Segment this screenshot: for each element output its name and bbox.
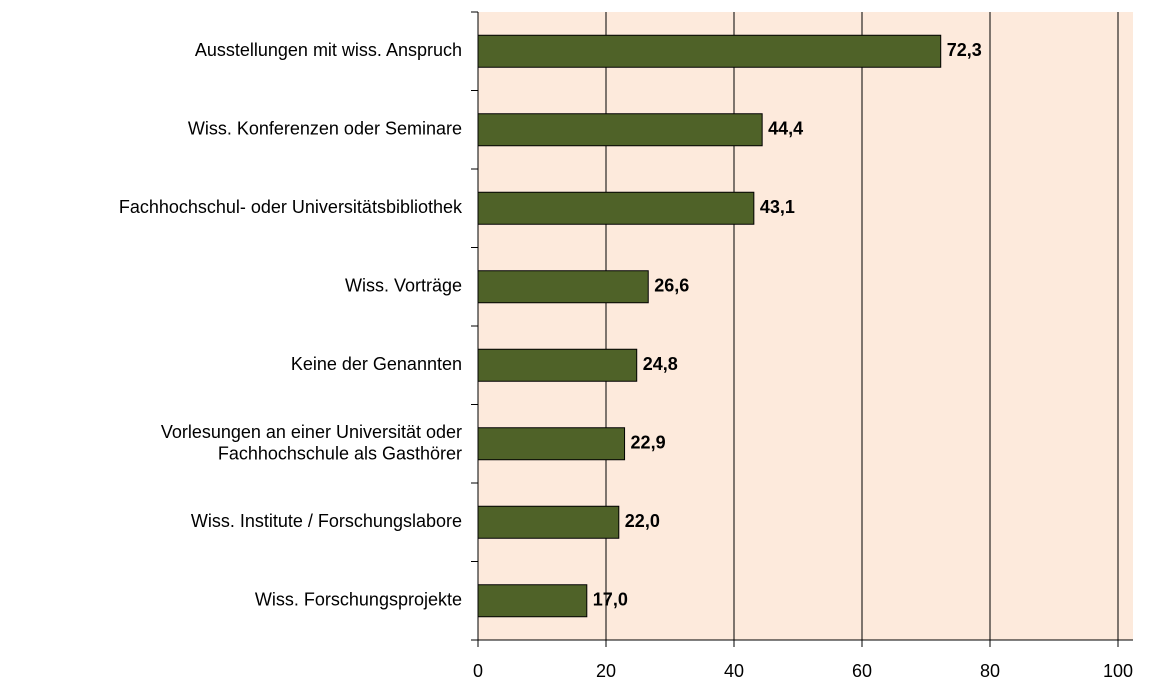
bar [477,584,588,618]
bar [477,191,755,225]
x-tick-label: 20 [596,661,616,681]
bar [477,348,638,382]
value-label: 43,1 [760,197,795,217]
value-label: 72,3 [947,40,982,60]
y-tick-label: Vorlesungen an einer Universität oder Fac… [161,422,462,464]
bar [477,34,942,68]
y-tick-label: Wiss. Vorträge [345,276,462,296]
y-tick-label: Wiss. Institute / Forschungslabore [191,511,462,531]
x-tick-label: 80 [980,661,1000,681]
y-tick-label: Fachhochschul- oder Universitätsbiblioth… [119,197,463,217]
value-label: 26,6 [654,276,689,296]
bar [477,505,620,539]
value-label: 44,4 [768,119,803,139]
x-tick-label: 100 [1103,661,1133,681]
bar [477,270,649,304]
y-tick-label: Ausstellungen mit wiss. Anspruch [195,40,462,60]
y-tick-label: Wiss. Forschungsprojekte [255,590,462,610]
value-label: 22,9 [631,433,666,453]
y-tick-label: Keine der Genannten [291,354,462,374]
y-tick-label: Wiss. Konferenzen oder Seminare [188,119,462,139]
value-label: 22,0 [625,511,660,531]
bar [477,113,763,147]
plot-area [478,12,1133,640]
bar [477,427,626,461]
x-tick-label: 40 [724,661,744,681]
value-label: 17,0 [593,590,628,610]
x-tick-label: 0 [473,661,483,681]
x-tick-label: 60 [852,661,872,681]
value-label: 24,8 [643,354,678,374]
